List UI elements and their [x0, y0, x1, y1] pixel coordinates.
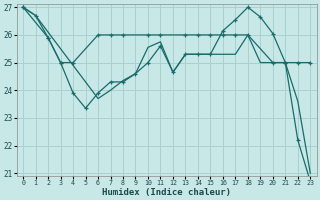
X-axis label: Humidex (Indice chaleur): Humidex (Indice chaleur) [102, 188, 231, 197]
